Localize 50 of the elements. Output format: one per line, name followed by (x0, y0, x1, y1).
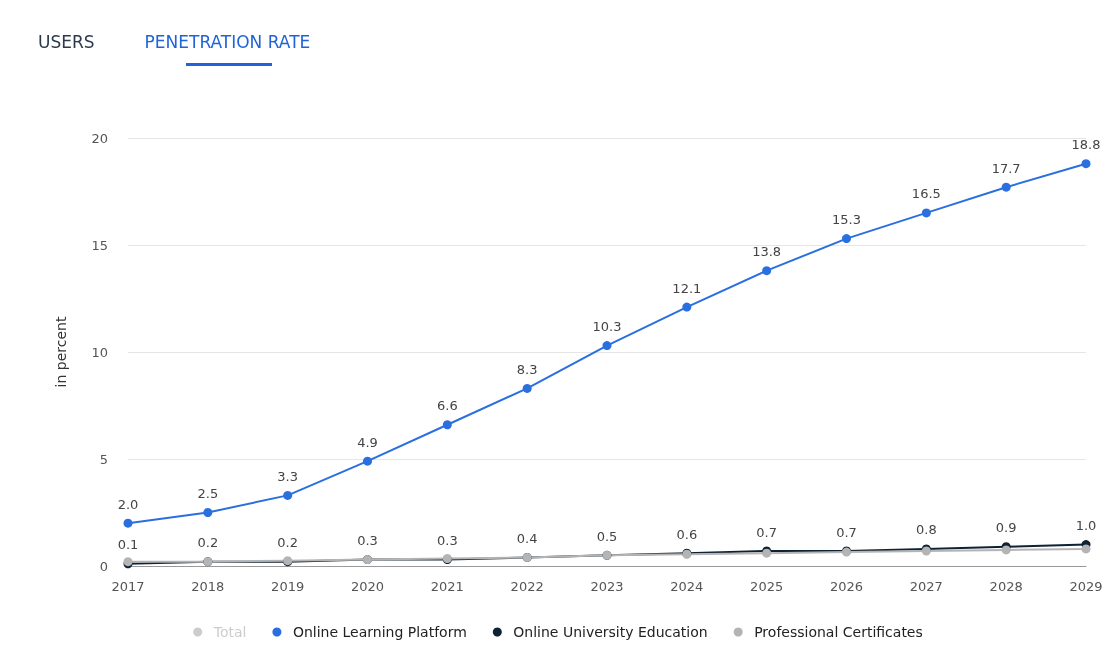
x-tick-label: 2025 (750, 579, 784, 594)
data-label: 6.6 (436, 398, 458, 414)
data-label: 0.7 (836, 524, 857, 540)
data-label: 1.0 (1075, 518, 1097, 534)
data-label: 0.4 (516, 530, 538, 546)
data-label: 0.2 (197, 535, 219, 551)
x-tick-label: 2020 (350, 579, 385, 594)
data-label: 0.2 (277, 535, 299, 551)
data-label: 0.3 (357, 533, 378, 549)
x-tick-label: 2018 (191, 579, 225, 594)
x-tick-label: 2022 (510, 579, 544, 594)
data-label: 2.0 (117, 496, 139, 512)
y-tick-label: 10 (91, 344, 108, 360)
data-label: 0.9 (995, 520, 1017, 536)
y-tick-label: 0 (99, 558, 108, 574)
x-tick-label: 2024 (670, 579, 704, 594)
x-tick-label: 2027 (909, 579, 943, 594)
data-label: 10.3 (592, 319, 622, 335)
legend-label: Professional Certificates (754, 624, 923, 640)
text: PENETRATION RATE (144, 32, 311, 52)
data-label: 13.8 (752, 244, 782, 260)
data-label: 15.3 (832, 212, 861, 228)
legend-label: Online University Education (513, 624, 708, 640)
data-label: 3.3 (277, 468, 299, 484)
data-label: 8.3 (516, 361, 538, 377)
data-label: 18.8 (1071, 137, 1101, 153)
data-label: 0.6 (676, 526, 698, 542)
x-tick-label: 2021 (430, 579, 464, 594)
y-tick-label: 5 (99, 451, 108, 467)
x-tick-label: 2017 (111, 579, 145, 594)
data-label: 0.1 (117, 537, 139, 553)
x-tick-label: 2019 (271, 579, 305, 594)
data-label: 0.8 (915, 522, 937, 538)
legend-label: Online Learning Platform (292, 624, 467, 640)
x-tick-label: 2026 (829, 579, 864, 594)
data-label: 17.7 (991, 160, 1021, 176)
text: USERS (38, 32, 95, 52)
data-label: 16.5 (911, 186, 941, 202)
data-label: 0.5 (596, 528, 618, 544)
data-label: 12.1 (672, 280, 702, 296)
y-tick-label: 20 (91, 130, 108, 146)
x-tick-label: 2028 (989, 579, 1023, 594)
y-tick-label: 15 (91, 237, 108, 253)
x-tick-label: 2023 (590, 579, 624, 594)
y-axis-title: in percent (53, 316, 69, 388)
data-label: 2.5 (197, 486, 219, 501)
data-label: 4.9 (357, 434, 378, 450)
data-label: 0.3 (436, 533, 458, 549)
data-label: 0.7 (756, 524, 778, 540)
x-tick-label: 2029 (1069, 579, 1103, 594)
